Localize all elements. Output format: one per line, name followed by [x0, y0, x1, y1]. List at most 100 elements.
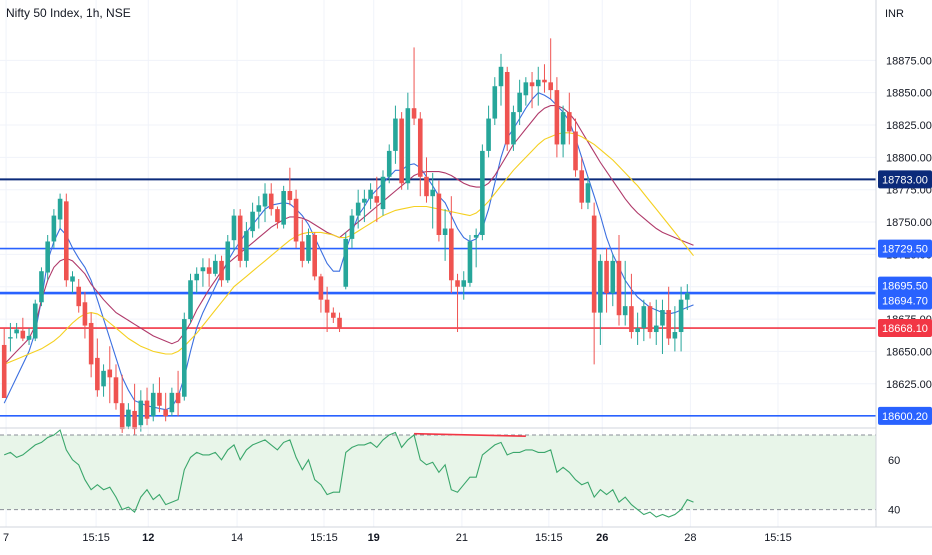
level-labels: 18783.00 18729.50 18695.50 18694.70 18668.10… [878, 170, 932, 425]
candle [163, 392, 168, 422]
candle-body [629, 306, 634, 333]
candle [107, 346, 113, 404]
candle-body [685, 293, 690, 300]
candle-body [660, 310, 665, 326]
candle [635, 312, 640, 345]
candle [194, 267, 200, 294]
candle-body [275, 209, 280, 223]
candle [188, 273, 193, 323]
candle [281, 185, 286, 229]
candle-body [57, 198, 63, 220]
candle [349, 209, 355, 248]
time-tick-label: 14 [231, 532, 243, 544]
level-price-tag-bg [878, 170, 932, 189]
candle [150, 383, 156, 422]
candle-body [126, 409, 131, 427]
candle-body [318, 276, 324, 300]
candle-body [231, 215, 237, 241]
candle-body [598, 260, 603, 313]
candle-body [678, 299, 684, 333]
candle [473, 228, 479, 268]
level-price-tag-bg [878, 239, 932, 258]
candle-body [349, 215, 355, 239]
candle [119, 374, 125, 433]
rsi-line [3, 429, 694, 518]
candle [405, 92, 411, 190]
rsi-tick-label: 40 [888, 505, 900, 517]
candle-body [324, 299, 330, 313]
candle-body [511, 112, 516, 145]
candle-body [8, 337, 13, 339]
candle [492, 77, 498, 126]
rsi-axis: 40 60 [888, 455, 900, 517]
candle [455, 273, 460, 333]
candle [511, 105, 516, 151]
candle [268, 183, 274, 216]
candle [610, 254, 616, 307]
candle [299, 219, 305, 268]
level-price-tag-bg [878, 291, 932, 310]
candle [157, 377, 162, 413]
candle-body [175, 392, 181, 404]
candle-body [281, 191, 286, 225]
candle-body [76, 286, 82, 307]
level-price-tag-bg [878, 276, 932, 295]
candle [219, 255, 224, 287]
candle [430, 172, 435, 229]
candle [591, 202, 597, 365]
candle [45, 234, 50, 281]
candle [64, 193, 69, 287]
candle [560, 105, 566, 158]
candle-body [368, 189, 373, 199]
price-axis[interactable]: 18625.0018650.0018675.0018700.0018725.00… [886, 55, 932, 390]
candle [275, 206, 280, 229]
candle [250, 202, 255, 238]
candle-body [194, 273, 200, 281]
candle-body [548, 82, 553, 91]
candle [380, 170, 386, 216]
candle [399, 112, 404, 190]
candle [579, 157, 585, 210]
candle-body [461, 280, 467, 287]
time-tick-label: 7 [3, 532, 9, 544]
candle [213, 254, 218, 277]
candle-body [70, 276, 75, 282]
candle-body [138, 400, 144, 426]
ema_mid-line [3, 105, 694, 365]
candle [200, 258, 206, 287]
candle [685, 284, 690, 311]
candle [585, 176, 591, 210]
candle [1, 328, 7, 399]
candle [486, 105, 491, 158]
candle-body [449, 228, 454, 281]
level-price-tag-label: 18783.00 [882, 174, 928, 186]
candle-body [268, 193, 274, 210]
ema-layer [3, 92, 694, 411]
candle [181, 312, 187, 401]
level-price-tag: 18600.20 [878, 406, 932, 425]
candle [678, 286, 684, 352]
candle-body [200, 267, 206, 272]
candle [39, 267, 44, 307]
rsi-band [0, 434, 876, 510]
time-tick-label: 28 [684, 532, 696, 544]
candle [26, 328, 32, 345]
candle [244, 222, 249, 268]
candle-body [337, 317, 342, 329]
time-axis[interactable]: 7 15:15 12 14 15:15 19 21 15:15 26 28 15:15 [3, 532, 792, 544]
candle-body [213, 260, 218, 274]
price-tick-label: 18875.00 [886, 55, 932, 67]
candle [598, 254, 603, 345]
price-tick-label: 18750.00 [886, 217, 932, 229]
level-price-tag-bg [878, 406, 932, 425]
candle-body [641, 306, 647, 329]
candle [498, 53, 504, 106]
candle-body [374, 196, 380, 203]
candle-body [244, 231, 249, 261]
level-price-tag-label: 18694.70 [882, 296, 928, 308]
candle [169, 387, 175, 417]
candle-body [169, 392, 175, 413]
candle-body [101, 370, 106, 387]
candle-body [287, 191, 293, 201]
